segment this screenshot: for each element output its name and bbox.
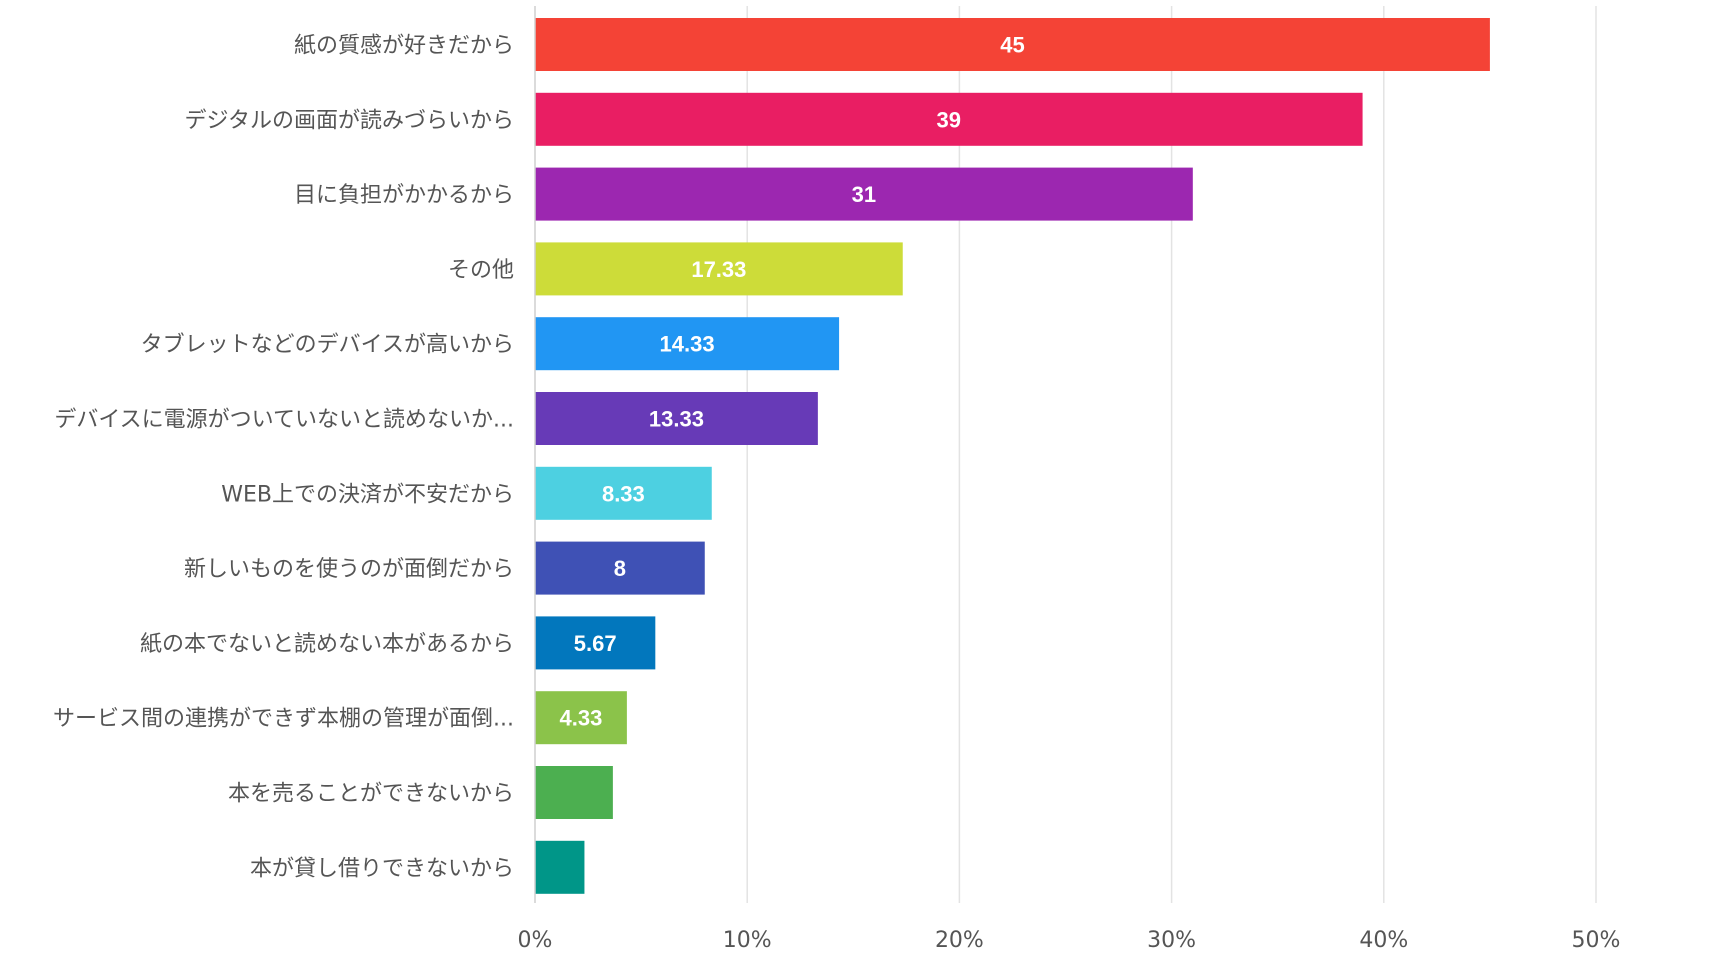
category-label: サービス間の連携ができず本棚の管理が面倒... [53, 707, 514, 732]
data-label: 13.33 [649, 407, 704, 432]
category-label: 本が貸し借りできないから [250, 856, 514, 881]
data-label: 4.33 [560, 706, 603, 731]
bar [535, 167, 1193, 221]
data-label: 5.67 [574, 631, 617, 656]
bar [535, 317, 840, 371]
category-label: WEB上での決済が不安だから [221, 482, 514, 507]
bars: 45 39 31 17.33 14.33 13.33 8.33 8 5.67 4.33 [535, 18, 1490, 894]
grid-lines [746, 6, 1597, 903]
category-label: 新しいものを使うのが面倒だから [184, 557, 514, 582]
x-tick-label: 50% [1572, 928, 1621, 953]
x-axis-tick-labels: 0% 10% 20% 30% 40% 50% [518, 928, 1621, 953]
bar [535, 691, 627, 745]
category-labels: 紙の質感が好きだからデジタルの画面が読みづらいから目に負担がかかるからその他タブ… [53, 34, 514, 882]
bar [535, 766, 613, 819]
data-label: 17.33 [691, 257, 746, 282]
data-label: 8.33 [602, 481, 645, 506]
bar [535, 242, 903, 296]
data-label: 31 [852, 182, 876, 207]
category-label: その他 [448, 258, 514, 283]
bar [535, 18, 1490, 71]
category-label: 紙の質感が好きだから [294, 34, 514, 59]
bar [535, 392, 818, 445]
x-tick-label: 10% [723, 928, 772, 953]
bar [535, 840, 585, 894]
category-label: デジタルの画面が読みづらいから [184, 108, 514, 133]
x-tick-label: 30% [1147, 928, 1196, 953]
bar [535, 466, 712, 520]
category-label: 紙の本でないと読めない本があるから [140, 632, 514, 657]
category-label: デバイスに電源がついていないと読めないか... [54, 408, 514, 433]
data-label: 14.33 [660, 332, 715, 357]
data-label: 39 [937, 107, 961, 132]
x-tick-label: 20% [935, 928, 984, 953]
x-tick-label: 0% [518, 928, 553, 953]
x-tick-label: 40% [1359, 928, 1408, 953]
data-label: 8 [614, 556, 626, 581]
category-label: タブレットなどのデバイスが高いから [141, 333, 514, 358]
category-label: 目に負担がかかるから [294, 183, 514, 208]
bar [535, 541, 705, 595]
category-label: 本を売ることができないから [228, 782, 514, 807]
bar [535, 92, 1363, 146]
bar [535, 616, 656, 670]
data-label: 45 [1000, 33, 1024, 58]
